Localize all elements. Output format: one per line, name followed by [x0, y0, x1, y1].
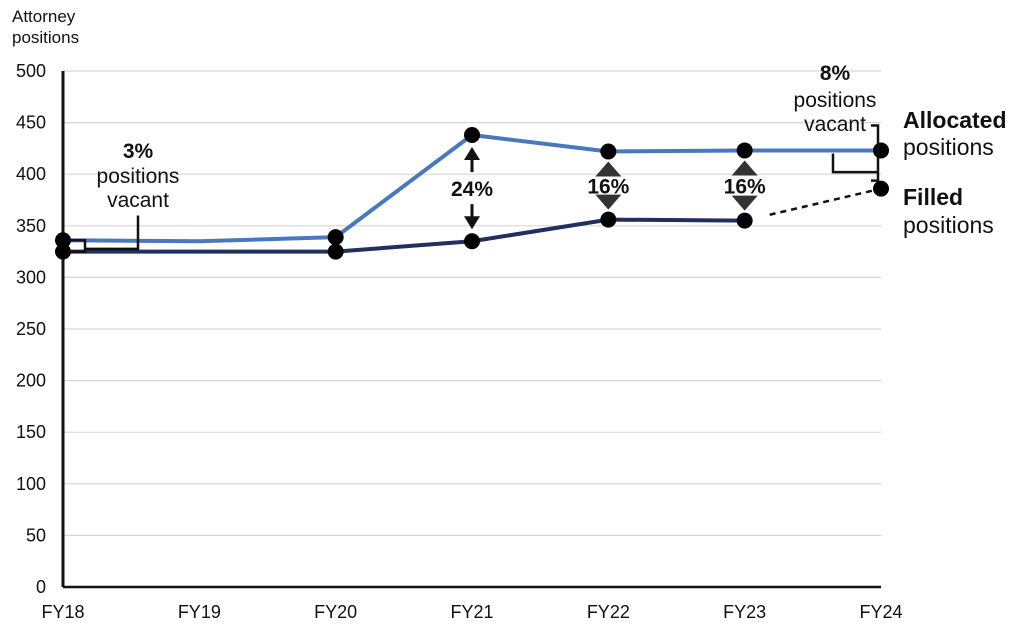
gap-label: 16% — [724, 176, 766, 199]
annotation-text: positions — [794, 89, 877, 112]
y-tick-label: 150 — [16, 422, 46, 442]
x-tick-label: FY18 — [41, 602, 84, 622]
y-tick-label: 100 — [16, 474, 46, 494]
data-point — [327, 229, 344, 246]
series-line — [63, 217, 745, 254]
y-tick-label: 350 — [16, 216, 46, 236]
data-point — [464, 126, 480, 143]
gap-arrow-head — [595, 161, 622, 177]
series-label-name: Filled — [903, 184, 963, 210]
annotation-text: vacant — [107, 189, 169, 212]
gap-arrow-head — [464, 216, 480, 230]
data-point — [873, 142, 889, 159]
data-point — [873, 180, 889, 197]
gap-arrow-head — [464, 146, 480, 160]
vacancy-bracket — [68, 238, 87, 253]
annotation-text: positions — [97, 165, 180, 188]
vacancy-bracket-leader — [831, 153, 878, 174]
x-tick-label: FY24 — [859, 602, 902, 622]
data-point — [600, 211, 617, 228]
data-point — [55, 232, 71, 249]
gap-label: 24% — [451, 178, 493, 201]
gap-arrow-head — [595, 194, 622, 210]
y-axis-label: positions — [12, 28, 79, 47]
y-tick-label: 300 — [16, 267, 46, 287]
annotation-text: vacant — [804, 113, 866, 136]
grid-lines — [63, 70, 881, 537]
x-tick-label: FY21 — [450, 602, 493, 622]
x-tick-label: FY19 — [178, 602, 221, 622]
data-point — [464, 233, 480, 250]
y-tick-label: 200 — [16, 371, 46, 391]
data-point — [736, 212, 753, 229]
gap-arrow-head — [731, 160, 758, 176]
y-tick-label: 400 — [16, 164, 46, 184]
x-tick-label: FY23 — [723, 602, 766, 622]
y-tick-label: 450 — [16, 113, 46, 133]
gap-arrow-head — [731, 195, 758, 211]
annotation-value: 8% — [820, 62, 851, 85]
y-axis: 0 50 100 150 200 250 300 350 400 450 500 Attorney po… — [12, 7, 79, 597]
x-tick-label: FY20 — [314, 602, 357, 622]
data-point — [327, 243, 344, 260]
y-tick-label: 0 — [36, 577, 46, 597]
data-point — [736, 142, 753, 159]
series-label-name: Allocated — [903, 107, 1007, 133]
series-lines — [55, 126, 889, 260]
x-tick-label: FY22 — [587, 602, 630, 622]
series-label-text: positions — [903, 212, 994, 238]
y-tick-label: 500 — [16, 61, 46, 81]
data-point — [55, 243, 71, 260]
annotation-value: 3% — [123, 140, 154, 163]
y-axis-label: Attorney — [12, 7, 76, 26]
vacancy-bracket — [871, 124, 880, 182]
series-label-text: positions — [903, 134, 994, 160]
x-axis: FY18 FY19 FY20 FY21 FY22 FY23 FY24 — [41, 585, 903, 622]
projection-line — [769, 187, 882, 216]
data-point — [600, 143, 617, 160]
y-tick-label: 250 — [16, 319, 46, 339]
vacancy-bracket-leader — [85, 215, 140, 251]
y-tick-label: 50 — [26, 525, 46, 545]
gap-label: 16% — [587, 176, 629, 199]
